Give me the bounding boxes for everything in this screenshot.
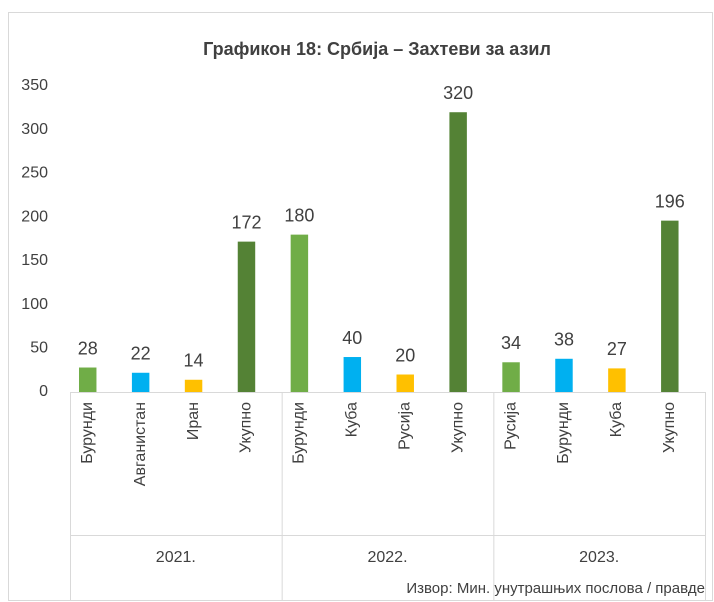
- bar: [343, 357, 362, 392]
- y-tick-label: 0: [39, 383, 48, 400]
- bar: [131, 372, 150, 392]
- data-label: 196: [655, 191, 685, 211]
- x-tick-label: Укупно: [661, 402, 678, 453]
- data-label: 172: [231, 212, 261, 232]
- data-label: 180: [284, 205, 314, 225]
- y-tick-label: 300: [21, 121, 48, 138]
- x-tick-label: Авганистан: [132, 402, 149, 486]
- chart-border: [8, 12, 713, 601]
- x-tick-label: Русија: [396, 402, 413, 450]
- data-label: 320: [443, 83, 473, 103]
- bar: [555, 358, 573, 392]
- y-tick-label: 250: [21, 165, 48, 182]
- group-label: 2021.: [156, 549, 196, 566]
- y-tick-label: 50: [30, 340, 48, 357]
- y-tick-label: 350: [21, 77, 48, 94]
- y-tick-label: 200: [21, 208, 48, 225]
- x-tick-label: Укупно: [238, 402, 255, 453]
- bar: [237, 241, 256, 392]
- data-label: 20: [395, 345, 415, 365]
- x-tick-label: Русија: [502, 402, 519, 450]
- bar: [449, 112, 467, 392]
- bar: [290, 234, 309, 392]
- chart-title: Графикон 18: Србија – Захтеви за азил: [203, 39, 551, 59]
- bar: [184, 379, 203, 392]
- bar: [502, 362, 520, 392]
- x-tick-label: Иран: [185, 402, 202, 440]
- y-tick-label: 100: [21, 296, 48, 313]
- bar: [608, 368, 626, 392]
- x-tick-label: Куба: [344, 402, 361, 437]
- bar: [661, 220, 679, 392]
- x-tick-label: Бурунди: [555, 402, 572, 464]
- data-label: 34: [501, 333, 521, 353]
- x-tick-label: Куба: [608, 402, 625, 437]
- bar: [78, 367, 97, 392]
- group-label: 2023.: [579, 549, 619, 566]
- data-label: 38: [554, 330, 574, 350]
- y-tick-label: 150: [21, 252, 48, 269]
- data-label: 22: [131, 344, 151, 364]
- source-note: Извор: Мин. унутрашњих послова / правде: [406, 580, 705, 597]
- x-tick-label: Бурунди: [291, 402, 308, 464]
- x-tick-label: Бурунди: [79, 402, 96, 464]
- data-label: 14: [184, 351, 204, 371]
- data-label: 40: [342, 328, 362, 348]
- bar: [396, 374, 414, 392]
- group-label: 2022.: [367, 549, 407, 566]
- data-label: 27: [607, 339, 627, 359]
- x-tick-label: Укупно: [449, 402, 466, 453]
- data-label: 28: [78, 338, 98, 358]
